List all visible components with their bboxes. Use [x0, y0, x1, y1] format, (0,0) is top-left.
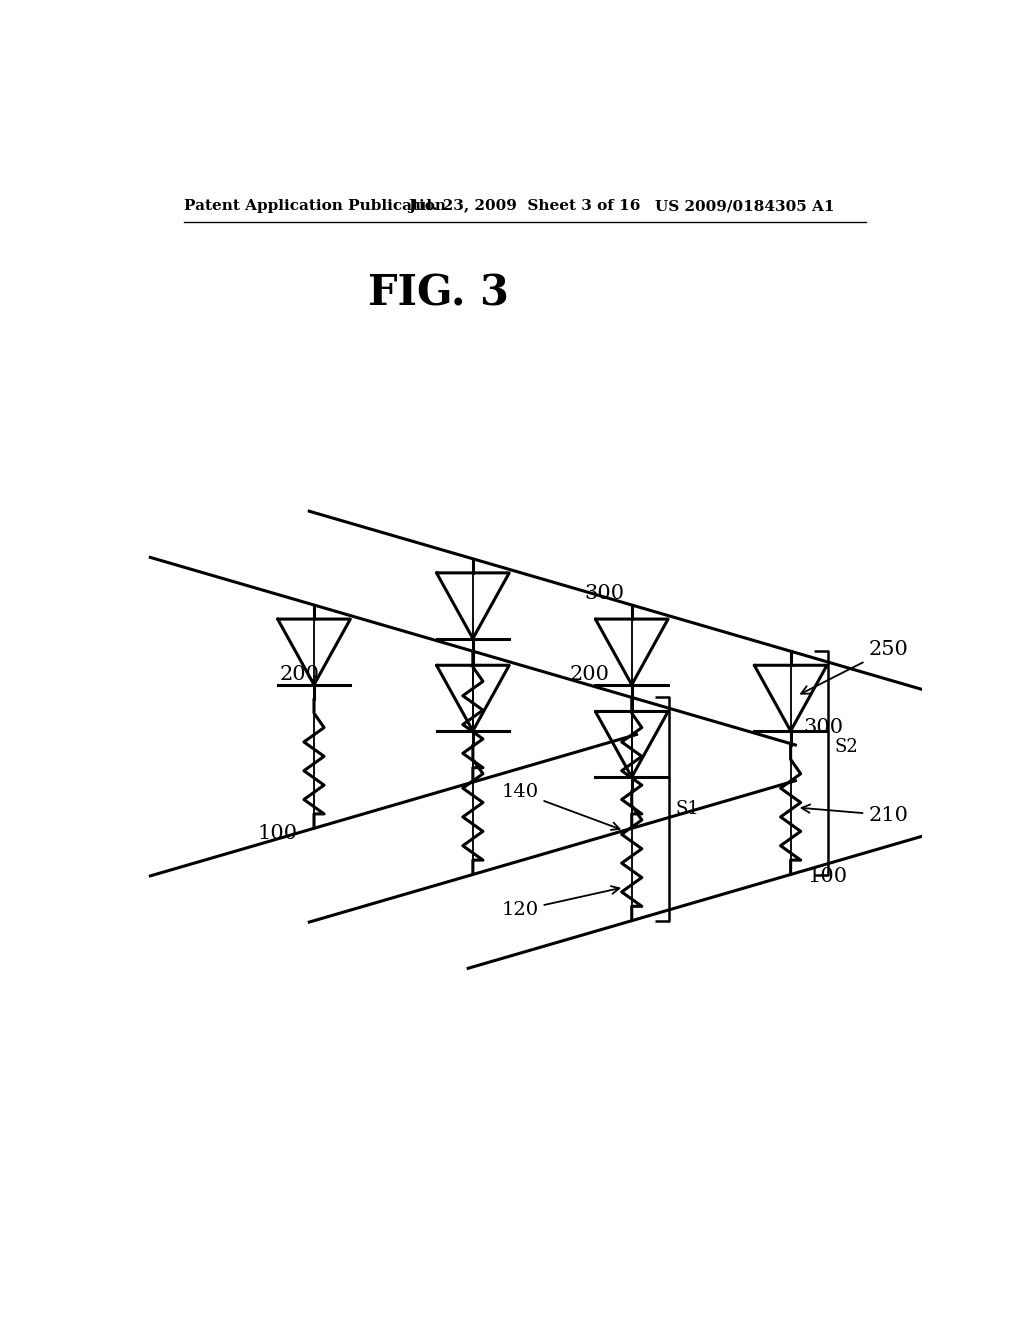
- Text: 300: 300: [803, 718, 843, 738]
- Text: 120: 120: [502, 886, 620, 919]
- Text: S2: S2: [834, 738, 858, 756]
- Text: 100: 100: [257, 824, 298, 843]
- Text: 140: 140: [502, 783, 620, 830]
- Text: Jul. 23, 2009  Sheet 3 of 16: Jul. 23, 2009 Sheet 3 of 16: [409, 199, 641, 213]
- Text: 300: 300: [585, 583, 625, 602]
- Text: S1: S1: [675, 800, 699, 818]
- Text: 250: 250: [801, 640, 908, 694]
- Text: 100: 100: [807, 867, 847, 887]
- Text: US 2009/0184305 A1: US 2009/0184305 A1: [655, 199, 835, 213]
- Text: Patent Application Publication: Patent Application Publication: [183, 199, 445, 213]
- Text: FIG. 3: FIG. 3: [368, 272, 509, 314]
- Text: 200: 200: [569, 665, 609, 684]
- Text: 210: 210: [802, 804, 908, 825]
- Text: 200: 200: [280, 665, 319, 684]
